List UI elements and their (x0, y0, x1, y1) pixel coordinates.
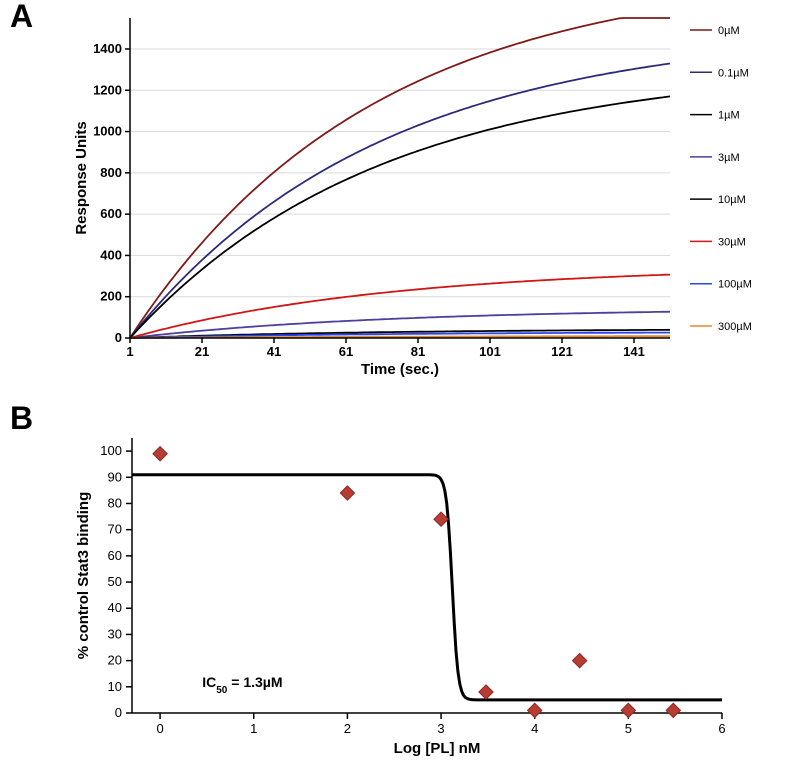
svg-text:5: 5 (625, 721, 632, 736)
data-point (666, 703, 680, 717)
svg-text:141: 141 (623, 344, 645, 359)
svg-text:600: 600 (100, 206, 122, 221)
svg-text:121: 121 (551, 344, 573, 359)
svg-text:90: 90 (108, 469, 122, 484)
data-point (479, 685, 493, 699)
svg-text:800: 800 (100, 165, 122, 180)
svg-text:0: 0 (115, 330, 122, 345)
fit-curve (132, 475, 722, 700)
panel-a-label: A (10, 0, 33, 35)
legend-item-label: 300µM (718, 321, 752, 333)
panel-b-label: B (10, 400, 33, 437)
svg-text:3: 3 (437, 721, 444, 736)
svg-text:200: 200 (100, 289, 122, 304)
svg-text:40: 40 (108, 600, 122, 615)
svg-text:21: 21 (195, 344, 209, 359)
svg-text:30: 30 (108, 626, 122, 641)
series-line (130, 275, 670, 338)
legend-item-label: 100µM (718, 279, 752, 291)
svg-text:81: 81 (411, 344, 425, 359)
legend-item-label: 0µM (718, 25, 740, 37)
svg-text:6: 6 (718, 721, 725, 736)
data-point (573, 653, 587, 667)
y-axis-title: Response Units (73, 121, 90, 234)
legend-item-label: 3µM (718, 152, 740, 164)
legend: 0µM 0.1µM 1µM 3µM 10µM 30µM 100µM 300µM (690, 25, 752, 333)
svg-text:41: 41 (267, 344, 281, 359)
data-point (528, 703, 542, 717)
svg-text:20: 20 (108, 653, 122, 668)
legend-item-label: 10µM (718, 194, 746, 206)
data-point (340, 486, 354, 500)
svg-text:1: 1 (126, 344, 133, 359)
svg-text:61: 61 (339, 344, 353, 359)
svg-text:70: 70 (108, 522, 122, 537)
legend-item-label: 30µM (718, 236, 746, 248)
svg-text:1: 1 (250, 721, 257, 736)
svg-text:400: 400 (100, 247, 122, 262)
svg-text:4: 4 (531, 721, 538, 736)
svg-text:100: 100 (100, 443, 122, 458)
legend-item-label: 1µM (718, 110, 740, 122)
svg-text:0: 0 (115, 705, 122, 720)
svg-text:1200: 1200 (93, 82, 122, 97)
chart-b: 0 10 20 30 40 50 60 70 80 90 100 0 1 2 3 4 5 6 Log [PL] nM… (70, 430, 770, 765)
svg-text:80: 80 (108, 495, 122, 510)
chart-a: 0200400600800100012001400121416181101121… (70, 10, 790, 380)
svg-text:2: 2 (344, 721, 351, 736)
data-point (153, 447, 167, 461)
y-axis-title: % control Stat3 binding (75, 492, 92, 660)
svg-text:101: 101 (479, 344, 501, 359)
x-axis-title: Log [PL] nM (394, 740, 481, 757)
svg-text:60: 60 (108, 548, 122, 563)
svg-text:50: 50 (108, 574, 122, 589)
x-axis-title: Time (sec.) (361, 361, 439, 378)
legend-item-label: 0.1µM (718, 67, 749, 79)
svg-text:1000: 1000 (93, 124, 122, 139)
svg-text:0: 0 (156, 721, 163, 736)
series-line (130, 18, 670, 338)
data-point (434, 512, 448, 526)
svg-text:10: 10 (108, 679, 122, 694)
data-point (621, 703, 635, 717)
ic50-annotation: IC50 = 1.3µM (202, 674, 282, 696)
svg-text:1400: 1400 (93, 41, 122, 56)
